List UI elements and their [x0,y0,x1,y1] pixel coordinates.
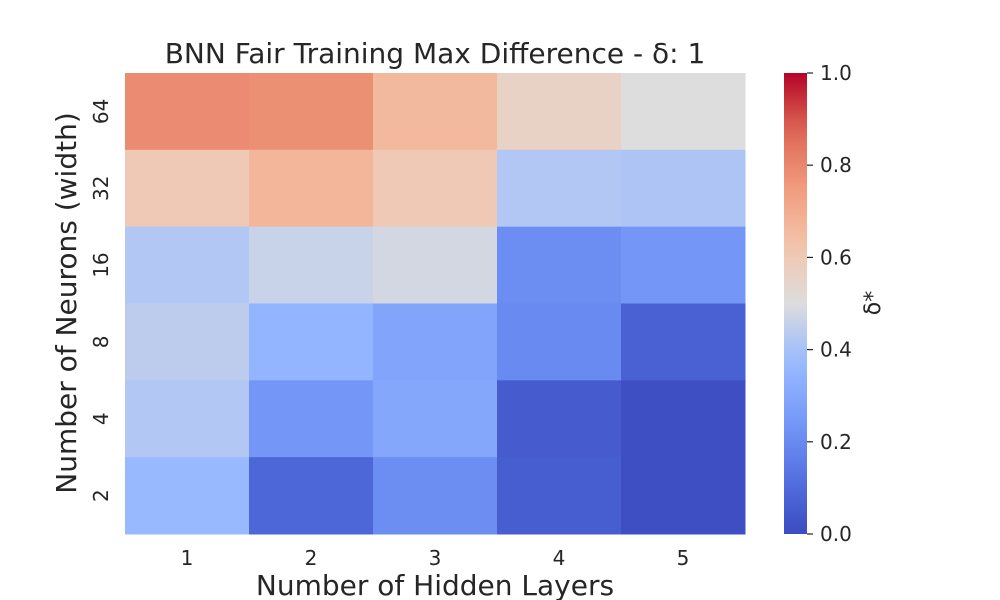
x-tick-label: 1 [181,546,194,570]
heatmap-cell [125,457,250,535]
y-tick-labels: 64 32 16 8 4 2 [89,99,113,502]
heatmap-cell [373,457,498,535]
heatmap-cell [497,457,622,535]
x-tick-labels: 1 2 3 4 5 [181,546,690,570]
heatmap-cell [249,149,374,228]
heatmap-cell [373,73,498,151]
heatmap-cell [373,303,498,381]
heatmap-cell [249,457,374,535]
colorbar-tick-label: 0.2 [820,430,852,454]
heatmap-cell [621,73,746,151]
heatmap-cell [125,73,250,151]
heatmap-cell [497,226,622,304]
heatmap-cell [125,149,250,228]
x-tick-label: 2 [305,546,318,570]
y-axis-label: Number of Neurons (width) [50,112,83,493]
heatmap-cell [373,149,498,228]
y-tick-label: 32 [89,176,113,201]
colorbar [784,73,807,534]
colorbar-ticks: 0.0 0.2 0.4 0.6 0.8 1.0 [807,61,852,546]
y-tick-label: 2 [89,489,113,502]
heatmap-cells [125,73,746,535]
heatmap-cell [249,303,374,381]
heatmap-cell [497,149,622,228]
heatmap-cell [125,303,250,381]
x-tick-label: 5 [677,546,690,570]
colorbar-tick-label: 0.4 [820,338,852,362]
heatmap-cell [249,73,374,151]
heatmap-cell [497,73,622,151]
colorbar-label: δ* [861,291,886,315]
x-axis-label: Number of Hidden Layers [256,569,614,600]
heatmap-cell [249,226,374,304]
heatmap-cell [373,380,498,458]
colorbar-tick-label: 0.6 [820,245,852,269]
y-tick-label: 4 [89,412,113,425]
heatmap-cell [373,226,498,304]
heatmap-cell [125,226,250,304]
x-tick-label: 3 [429,546,442,570]
y-tick-label: 8 [89,336,113,349]
colorbar-tick-label: 1.0 [820,61,852,85]
heatmap-cell [621,303,746,381]
heatmap-cell [621,457,746,535]
y-tick-label: 64 [89,99,113,124]
chart-title: BNN Fair Training Max Difference - δ: 1 [165,37,706,70]
heatmap-cell [621,380,746,458]
heatmap-cell [497,380,622,458]
heatmap-cell [621,226,746,304]
x-tick-label: 4 [553,546,566,570]
heatmap-cell [497,303,622,381]
heatmap-cell [249,380,374,458]
colorbar-tick-label: 0.8 [820,153,852,177]
colorbar-tick-label: 0.0 [820,522,852,546]
heatmap-cell [125,380,250,458]
y-tick-label: 16 [89,252,113,277]
heatmap-cell [621,149,746,228]
